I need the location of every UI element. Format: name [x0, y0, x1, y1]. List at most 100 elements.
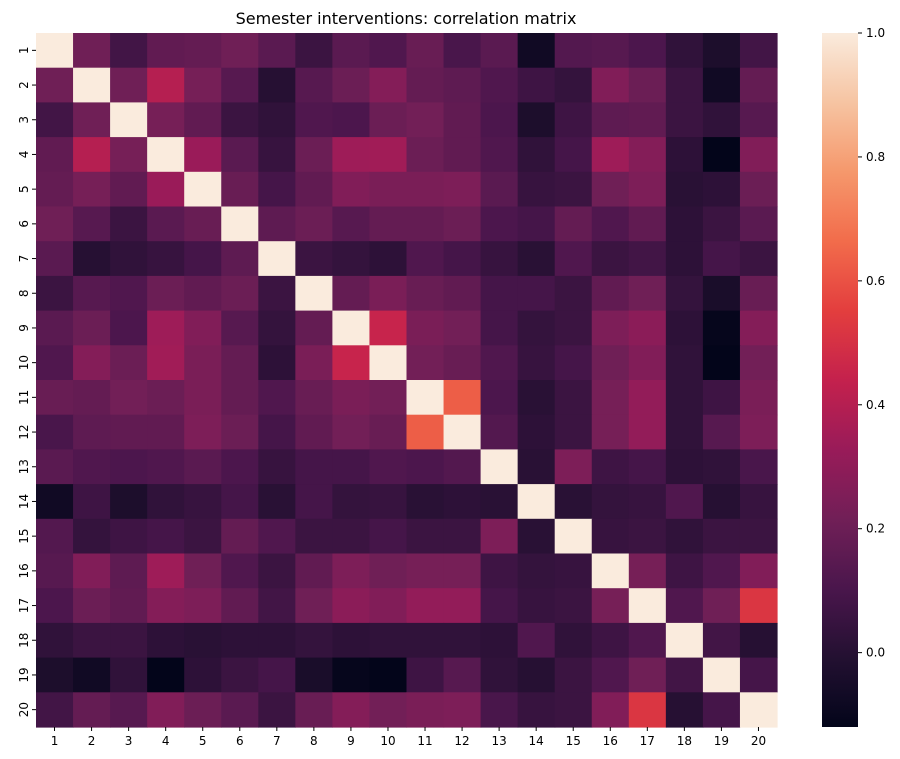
heatmap-cell — [480, 310, 519, 346]
y-tick-label: 18 — [17, 633, 31, 648]
heatmap-cell — [628, 310, 667, 346]
heatmap-cell — [665, 588, 704, 624]
heatmap-cell — [332, 171, 371, 208]
heatmap-cell — [406, 657, 445, 693]
heatmap-cell — [443, 518, 482, 555]
heatmap-cell — [591, 102, 630, 138]
heatmap-cell — [702, 380, 741, 416]
heatmap-cell — [702, 206, 741, 242]
heatmap-cell — [406, 518, 445, 555]
heatmap-cell — [258, 657, 296, 693]
heatmap-cell — [332, 380, 371, 416]
heatmap-cell — [369, 275, 408, 312]
heatmap-cell — [554, 622, 593, 659]
heatmap-cell — [554, 692, 593, 728]
heatmap-cell — [36, 484, 74, 520]
heatmap-cell — [739, 241, 778, 277]
heatmap-cell — [702, 102, 741, 138]
heatmap-cell — [665, 518, 704, 555]
heatmap-cell — [591, 449, 630, 485]
heatmap-cell — [369, 345, 408, 381]
colorbar-tick-label: 0.4 — [866, 398, 885, 412]
heatmap-cell — [739, 275, 778, 312]
heatmap-cell — [628, 484, 667, 520]
heatmap-cell — [480, 518, 519, 555]
heatmap-cell — [73, 275, 111, 312]
heatmap-cell — [665, 33, 704, 69]
heatmap-cell — [628, 206, 667, 242]
heatmap-cell — [628, 33, 667, 69]
heatmap-cell — [332, 692, 371, 728]
heatmap-cell — [110, 275, 148, 312]
heatmap-cell — [739, 345, 778, 381]
heatmap-cell — [147, 657, 185, 693]
heatmap-cell — [591, 657, 630, 693]
heatmap-cell — [184, 241, 222, 277]
heatmap-cell — [258, 588, 296, 624]
x-tick-label: 15 — [566, 734, 581, 748]
heatmap-cell — [258, 622, 296, 659]
heatmap-cell — [369, 657, 408, 693]
heatmap-cell — [36, 380, 74, 416]
heatmap-cell — [332, 518, 371, 555]
heatmap-cell — [184, 657, 222, 693]
heatmap-cell — [665, 553, 704, 589]
heatmap-cell — [147, 275, 185, 312]
heatmap-cell — [147, 102, 185, 138]
heatmap-cell — [147, 484, 185, 520]
heatmap-cell — [221, 518, 259, 555]
heatmap-cell — [628, 657, 667, 693]
colorbar-tick-label: 0.2 — [866, 522, 885, 536]
heatmap-cell — [184, 345, 222, 381]
heatmap-cell — [591, 622, 630, 659]
heatmap-cell — [147, 33, 185, 69]
heatmap-cell — [480, 692, 519, 728]
heatmap-cell — [480, 241, 519, 277]
heatmap-cell — [221, 484, 259, 520]
heatmap-cell — [110, 206, 148, 242]
x-tick-label: 5 — [199, 734, 207, 748]
heatmap-cell — [591, 241, 630, 277]
heatmap-cell — [739, 310, 778, 346]
heatmap-cell — [258, 414, 296, 450]
heatmap-cell — [443, 484, 482, 520]
heatmap-cell — [332, 657, 371, 693]
heatmap-cell — [480, 137, 519, 173]
heatmap-cell — [554, 102, 593, 138]
heatmap-cell — [665, 622, 704, 659]
heatmap-cell — [739, 553, 778, 589]
heatmap-cell — [554, 414, 593, 450]
heatmap-cell — [591, 380, 630, 416]
x-tick-label: 13 — [491, 734, 506, 748]
heatmap-cell — [258, 345, 296, 381]
heatmap-cell — [517, 33, 556, 69]
heatmap-cell — [406, 241, 445, 277]
heatmap-cell — [221, 345, 259, 381]
heatmap-cell — [628, 241, 667, 277]
heatmap-cell — [73, 414, 111, 450]
heatmap-cell — [480, 657, 519, 693]
y-tick-label: 11 — [17, 390, 31, 405]
heatmap-cell — [554, 588, 593, 624]
heatmap-cell — [517, 588, 556, 624]
heatmap-cell — [110, 622, 148, 659]
heatmap-cell — [258, 241, 296, 277]
heatmap-cell — [628, 137, 667, 173]
colorbar-tick-label: 0.6 — [866, 274, 885, 288]
heatmap-cell — [517, 553, 556, 589]
heatmap-cell — [147, 171, 185, 208]
y-tick-label: 7 — [17, 255, 31, 263]
chart-title: Semester interventions: correlation matr… — [236, 9, 577, 28]
heatmap-cell — [517, 449, 556, 485]
y-tick-label: 6 — [17, 220, 31, 228]
heatmap-cell — [443, 380, 482, 416]
heatmap-cell — [443, 171, 482, 208]
heatmap-cell — [73, 449, 111, 485]
x-tick-label: 9 — [347, 734, 355, 748]
heatmap-cell — [73, 588, 111, 624]
heatmap-cell — [369, 206, 408, 242]
y-tick-label: 1 — [17, 47, 31, 55]
heatmap-cell — [406, 275, 445, 312]
x-tick-label: 17 — [640, 734, 655, 748]
